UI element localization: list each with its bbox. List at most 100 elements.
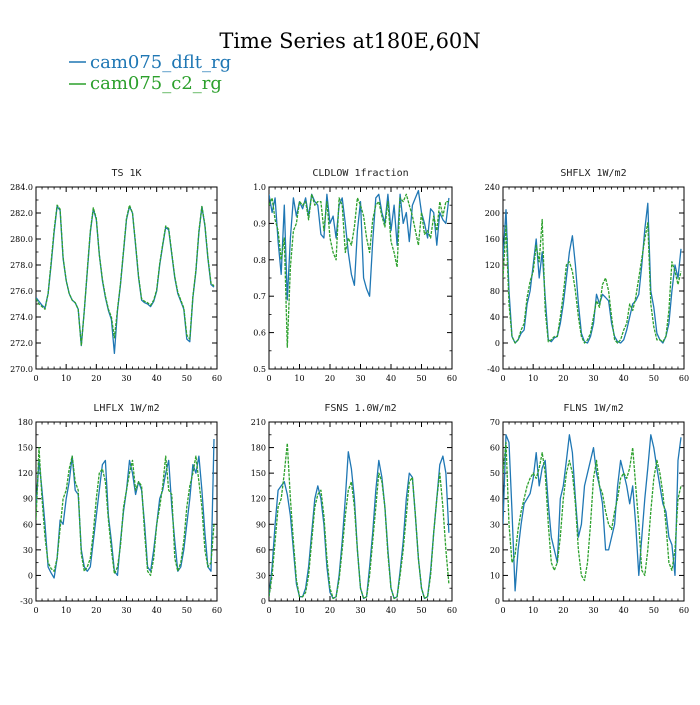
x-tick-label-cldlow-0: 0 bbox=[266, 374, 271, 383]
y-tick-label-cldlow-1: 0.6 bbox=[253, 329, 266, 338]
y-tick-label-ts-6: 282.0 bbox=[10, 209, 33, 218]
plot-lhflx: LHFLX 1W/m20 10 20 30 40 50 60-300306090120150… bbox=[18, 403, 222, 615]
y-tick-label-shflx-1: 0 bbox=[495, 339, 500, 348]
x-tick-label-flns-40: 40 bbox=[619, 606, 629, 615]
x-tick-label-shflx-40: 40 bbox=[619, 374, 629, 383]
y-tick-label-fsns-1: 30 bbox=[256, 571, 266, 580]
x-tick-label-lhflx-40: 40 bbox=[152, 606, 162, 615]
y-tick-label-lhflx-2: 30 bbox=[23, 546, 33, 555]
y-tick-label-shflx-2: 40 bbox=[490, 313, 500, 322]
x-tick-label-ts-0: 0 bbox=[33, 374, 38, 383]
y-tick-label-shflx-4: 120 bbox=[485, 261, 500, 270]
y-tick-label-cldlow-0: 0.5 bbox=[253, 365, 266, 374]
x-tick-label-flns-10: 10 bbox=[528, 606, 538, 615]
x-tick-label-cldlow-60: 60 bbox=[447, 374, 457, 383]
legend-label-dflt: cam075_dflt_rg bbox=[90, 52, 231, 73]
x-tick-label-fsns-50: 50 bbox=[416, 606, 426, 615]
x-tick-label-flns-30: 30 bbox=[588, 606, 598, 615]
y-tick-label-lhflx-3: 60 bbox=[23, 520, 33, 529]
y-tick-label-flns-3: 30 bbox=[490, 520, 500, 529]
x-tick-label-ts-10: 10 bbox=[61, 374, 71, 383]
y-tick-label-shflx-3: 80 bbox=[490, 287, 500, 296]
series-line-flns-dflt bbox=[503, 434, 682, 592]
x-tick-label-cldlow-10: 10 bbox=[294, 374, 304, 383]
y-tick-label-lhflx-4: 90 bbox=[23, 495, 33, 504]
y-tick-label-fsns-6: 180 bbox=[251, 444, 266, 453]
y-tick-label-lhflx-7: 180 bbox=[18, 418, 33, 427]
x-tick-label-flns-20: 20 bbox=[558, 606, 568, 615]
x-tick-label-lhflx-10: 10 bbox=[61, 606, 71, 615]
x-tick-label-shflx-10: 10 bbox=[528, 374, 538, 383]
series-line-shflx-dflt bbox=[503, 202, 682, 344]
x-tick-label-ts-40: 40 bbox=[152, 374, 162, 383]
plot-flns: FLNS 1W/m2 0 10 20 30 40 50 60 0 10 20 30 40 50 60 70 bbox=[490, 403, 689, 615]
y-tick-label-shflx-7: 240 bbox=[485, 183, 500, 192]
y-tick-label-lhflx-1: 0 bbox=[28, 571, 33, 580]
y-tick-label-cldlow-4: 0.9 bbox=[253, 219, 266, 228]
x-tick-label-ts-20: 20 bbox=[91, 374, 101, 383]
x-tick-label-cldlow-30: 30 bbox=[355, 374, 365, 383]
series-line-fsns-c2 bbox=[269, 442, 450, 600]
x-tick-label-fsns-60: 60 bbox=[447, 606, 457, 615]
x-tick-label-fsns-40: 40 bbox=[386, 606, 396, 615]
x-tick-label-flns-0: 0 bbox=[500, 606, 505, 615]
y-tick-label-ts-7: 284.0 bbox=[10, 183, 33, 192]
x-tick-label-fsns-20: 20 bbox=[325, 606, 335, 615]
y-tick-label-cldlow-2: 0.7 bbox=[253, 292, 266, 301]
y-tick-label-fsns-0: 0 bbox=[261, 597, 266, 606]
y-tick-label-fsns-7: 210 bbox=[251, 418, 266, 427]
series-line-ts-c2 bbox=[36, 204, 215, 347]
x-tick-label-ts-50: 50 bbox=[182, 374, 192, 383]
series-line-cldlow-c2 bbox=[269, 193, 449, 348]
x-tick-label-cldlow-50: 50 bbox=[416, 374, 426, 383]
plot-title-ts: TS 1K bbox=[111, 168, 141, 179]
figure-title: Time Series at180E,60N bbox=[219, 29, 480, 53]
x-tick-label-lhflx-0: 0 bbox=[33, 606, 38, 615]
series-line-flns-c2 bbox=[503, 441, 682, 582]
y-tick-label-lhflx-0: -30 bbox=[20, 597, 33, 606]
plot-title-cldlow: CLDLOW 1fraction bbox=[312, 168, 408, 179]
y-tick-label-ts-1: 272.0 bbox=[10, 339, 33, 348]
plot-title-lhflx: LHFLX 1W/m2 bbox=[93, 403, 159, 414]
y-tick-label-shflx-0: -40 bbox=[487, 365, 500, 374]
y-tick-label-fsns-4: 120 bbox=[251, 495, 266, 504]
y-tick-label-flns-7: 70 bbox=[490, 418, 500, 427]
x-tick-label-lhflx-30: 30 bbox=[121, 606, 131, 615]
x-tick-label-cldlow-20: 20 bbox=[325, 374, 335, 383]
y-tick-label-shflx-6: 200 bbox=[485, 209, 500, 218]
y-tick-label-fsns-5: 150 bbox=[251, 469, 266, 478]
x-tick-label-shflx-60: 60 bbox=[679, 374, 689, 383]
y-tick-label-shflx-5: 160 bbox=[485, 235, 500, 244]
y-tick-label-ts-3: 276.0 bbox=[10, 287, 33, 296]
plot-title-shflx: SHFLX 1W/m2 bbox=[560, 168, 626, 179]
plot-fsns: FSNS 1.0W/m2 0 10 20 30 40 50 60 0 30 60 90 120 150 18… bbox=[251, 403, 457, 615]
plot-title-flns: FLNS 1W/m2 bbox=[563, 403, 623, 414]
x-tick-label-cldlow-40: 40 bbox=[386, 374, 396, 383]
y-tick-label-flns-5: 50 bbox=[490, 469, 500, 478]
x-tick-label-shflx-0: 0 bbox=[500, 374, 505, 383]
x-tick-label-fsns-30: 30 bbox=[355, 606, 365, 615]
series-line-lhflx-c2 bbox=[36, 446, 215, 577]
plot-shflx: SHFLX 1W/m20 10 20 30 40 50 60-400408012016020… bbox=[485, 168, 689, 383]
x-tick-label-ts-30: 30 bbox=[121, 374, 131, 383]
plot-grid: TS 1K 0 10 20 30 40 50 60 270.0 272.0 274.0 276.0 27… bbox=[10, 168, 689, 615]
x-tick-label-fsns-0: 0 bbox=[266, 606, 271, 615]
x-tick-label-fsns-10: 10 bbox=[294, 606, 304, 615]
x-tick-label-shflx-30: 30 bbox=[588, 374, 598, 383]
x-tick-label-shflx-50: 50 bbox=[649, 374, 659, 383]
y-tick-label-cldlow-5: 1.0 bbox=[253, 183, 266, 192]
x-tick-label-shflx-20: 20 bbox=[558, 374, 568, 383]
y-tick-label-ts-4: 278.0 bbox=[10, 261, 33, 270]
y-tick-label-ts-0: 270.0 bbox=[10, 365, 33, 374]
x-tick-label-lhflx-60: 60 bbox=[212, 606, 222, 615]
x-tick-label-flns-60: 60 bbox=[679, 606, 689, 615]
x-tick-label-ts-60: 60 bbox=[212, 374, 222, 383]
y-tick-label-fsns-2: 60 bbox=[256, 546, 266, 555]
y-tick-label-cldlow-3: 0.8 bbox=[253, 256, 266, 265]
x-tick-label-lhflx-50: 50 bbox=[182, 606, 192, 615]
y-tick-label-flns-2: 20 bbox=[490, 546, 500, 555]
y-tick-label-ts-2: 274.0 bbox=[10, 313, 33, 322]
x-tick-label-flns-50: 50 bbox=[649, 606, 659, 615]
